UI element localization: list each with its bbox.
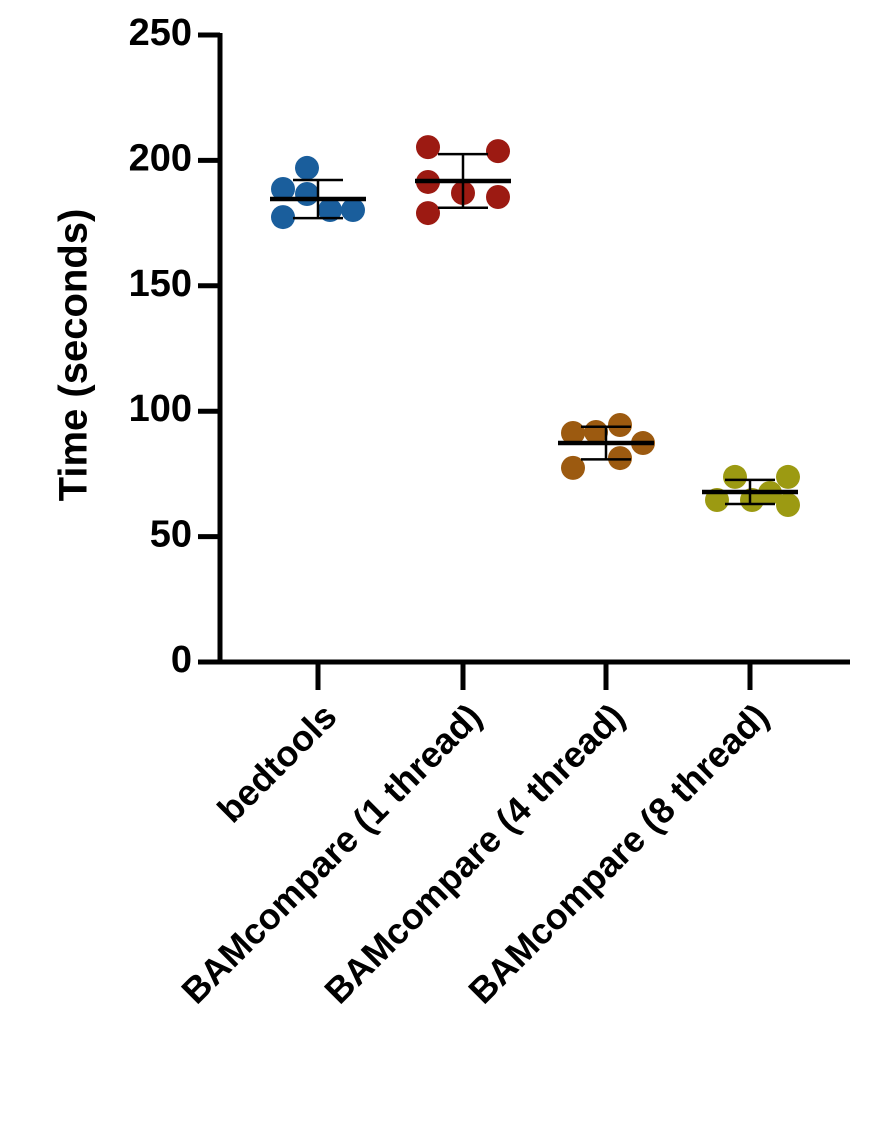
data-point xyxy=(416,201,440,226)
data-point xyxy=(318,198,342,223)
data-point xyxy=(295,155,319,180)
data-point xyxy=(271,176,295,201)
y-tick-label: 50 xyxy=(150,514,192,556)
y-tick-label: 0 xyxy=(171,639,192,681)
data-point xyxy=(776,492,800,517)
y-axis-title: Time (seconds) xyxy=(52,209,96,502)
y-tick-label: 100 xyxy=(129,388,192,430)
x-tick-label: BAMcompare (1 thread) xyxy=(173,695,489,1011)
data-point xyxy=(486,139,510,164)
y-tick-label: 200 xyxy=(129,137,192,179)
data-point xyxy=(608,412,632,437)
data-point xyxy=(584,420,608,445)
y-tick-label: 150 xyxy=(129,263,192,305)
y-tick-label: 250 xyxy=(129,12,192,54)
data-point xyxy=(295,182,319,207)
data-point xyxy=(271,205,295,230)
data-point xyxy=(486,185,510,210)
x-tick-label: BAMcompare (4 thread) xyxy=(316,695,632,1011)
x-tick-label: BAMcompare (8 thread) xyxy=(460,695,776,1011)
data-point xyxy=(561,421,585,446)
data-point xyxy=(341,198,365,223)
data-point xyxy=(608,446,632,471)
data-point xyxy=(561,455,585,480)
x-tick-label: bedtools xyxy=(209,695,344,830)
data-point xyxy=(723,464,747,489)
data-point xyxy=(416,135,440,160)
data-point xyxy=(776,464,800,489)
